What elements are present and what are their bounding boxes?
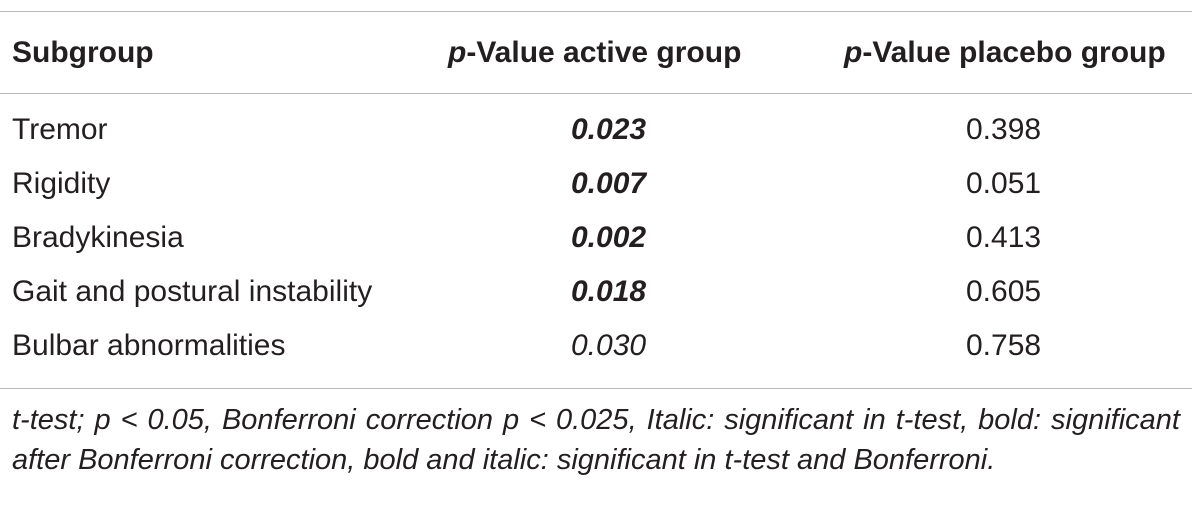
table-body: Tremor 0.023 0.398 Rigidity 0.007 0.051 Bradyk… xyxy=(0,93,1192,373)
table-row: Bulbar abnormalities 0.030 0.758 xyxy=(0,319,1192,373)
header-placebo-p-symbol: p xyxy=(844,35,863,69)
header-placebo-label: -Value placebo group xyxy=(862,35,1166,69)
header-subgroup: Subgroup xyxy=(12,35,154,69)
cell-placebo-p-value: 0.051 xyxy=(966,167,1042,200)
cell-placebo-p-value: 0.413 xyxy=(966,221,1042,254)
cell-active-p-value: 0.023 xyxy=(571,113,647,146)
cell-placebo-p-value: 0.605 xyxy=(966,275,1042,308)
cell-active-p-value: 0.007 xyxy=(571,167,647,200)
table-footnote: t-test; p < 0.05, Bonferroni correction … xyxy=(12,404,1180,476)
cell-subgroup: Bulbar abnormalities xyxy=(12,329,286,362)
cell-active-p-value: 0.018 xyxy=(571,275,647,308)
cell-subgroup: Bradykinesia xyxy=(12,221,184,254)
header-placebo-p-value: p-Value placebo group xyxy=(844,12,1192,93)
header-active-p-value: p-Value active group xyxy=(430,12,844,93)
table-row: Tremor 0.023 0.398 xyxy=(0,93,1192,157)
header-active-label: -Value active group xyxy=(466,35,742,69)
cell-subgroup: Rigidity xyxy=(12,167,111,200)
cell-placebo-p-value: 0.758 xyxy=(966,329,1042,362)
top-rule xyxy=(0,11,1192,12)
cell-placebo-p-value: 0.398 xyxy=(966,113,1042,146)
header-active-p-symbol: p xyxy=(448,35,467,69)
header-row: Subgroup p-Value active group p-Value pl… xyxy=(0,12,1192,93)
table-row: Bradykinesia 0.002 0.413 xyxy=(0,211,1192,265)
cell-subgroup: Tremor xyxy=(12,113,108,146)
header-rule xyxy=(0,93,1192,94)
bottom-rule xyxy=(0,388,1192,389)
cell-subgroup: Gait and postural instability xyxy=(12,275,373,308)
cell-active-p-value: 0.002 xyxy=(571,221,647,254)
results-table: Subgroup p-Value active group p-Value pl… xyxy=(0,12,1192,373)
table-row: Gait and postural instability 0.018 0.605 xyxy=(0,265,1192,319)
table-row: Rigidity 0.007 0.051 xyxy=(0,157,1192,211)
cell-active-p-value: 0.030 xyxy=(571,329,647,362)
